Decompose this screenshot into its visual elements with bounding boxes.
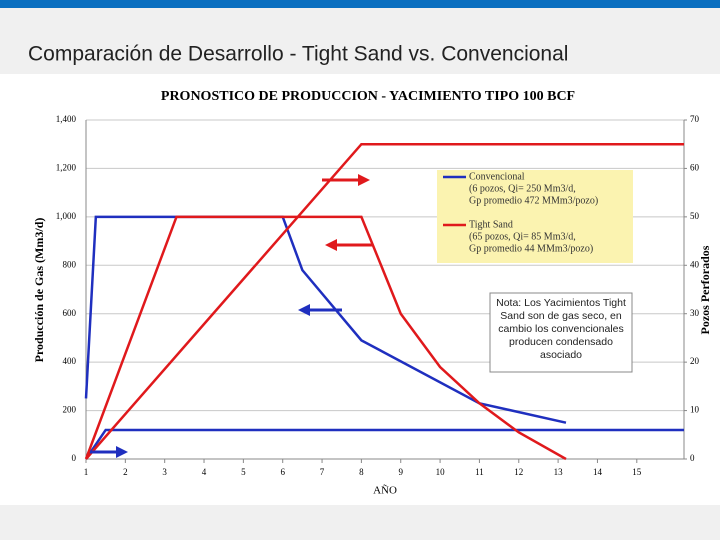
arrows [90,174,372,458]
y-tick-label: 800 [63,259,77,269]
x-tick-label: 5 [241,467,246,477]
x-tick-label: 8 [359,467,364,477]
chart-title: PRONOSTICO DE PRODUCCION - YACIMIENTO TI… [161,89,575,104]
series-line [84,428,684,460]
x-axis-label: AÑO [373,485,397,497]
top-bar [0,0,720,8]
y2-tick-label: 10 [690,405,700,415]
legend-detail: Gp promedio 44 MMm3/pozo) [469,243,593,254]
y-tick-label: 1,000 [56,211,77,221]
note-wrap: Nota: Los Yacimientos Tight Sand son de … [496,297,626,361]
x-tick-label: 4 [202,467,207,477]
legend-label: Convencional [469,171,525,182]
x-tick-label: 12 [514,467,523,477]
arrow-head [298,304,310,316]
slide-title: Comparación de Desarrollo - Tight Sand v… [28,43,568,66]
y2-tick-label: 0 [690,453,695,463]
x-tick-label: 10 [436,467,446,477]
x-tick-label: 2 [123,467,128,477]
y-tick-label: 600 [63,308,77,318]
y2-axis-label: Pozos Perforados [698,245,712,334]
legend-detail: (65 pozos, Qi= 85 Mm3/d, [469,231,576,242]
legend-detail: Gp promedio 472 MMm3/pozo) [469,195,598,206]
header-band [0,8,720,74]
series-line [85,142,684,460]
y-tick-label: 1,400 [56,114,77,124]
legend: Convencional(6 pozos, Qi= 250 Mm3/d,Gp p… [443,171,598,254]
y-axis-label: Producción de Gas (Mm3/d) [32,218,46,363]
y-tick-label: 0 [72,453,77,463]
y-tick-label: 1,200 [56,162,77,172]
y-tick-label: 200 [63,405,77,415]
x-tick-label: 15 [632,467,642,477]
x-tick-label: 3 [162,467,167,477]
plot: 0 200 400 600 800 1,000 1,200 1,400 0 10 20 30 40 50 6… [56,114,700,477]
x-tick-label: 9 [398,467,403,477]
x-tick-label: 7 [320,467,325,477]
x-tick-label: 14 [593,467,603,477]
y2-tick-label: 30 [690,308,700,318]
x-tick-label: 13 [554,467,564,477]
y-tick-label: 400 [63,356,77,366]
x-tick-label: 1 [84,467,89,477]
arrow-head [358,174,370,186]
arrow-head [116,446,128,458]
y2-tick-label: 60 [690,162,700,172]
arrow-head [325,239,337,251]
legend-label: Tight Sand [469,219,513,230]
series-line [84,215,567,461]
y2-tick-label: 20 [690,356,700,366]
x-tick-label: 11 [475,467,484,477]
y2-tick-label: 70 [690,114,700,124]
legend-box [437,170,633,263]
x-tick-label: 6 [280,467,285,477]
note: Nota: Los Yacimientos Tight Sand son de … [496,297,626,361]
legend-detail: (6 pozos, Qi= 250 Mm3/d, [469,183,576,194]
y2-tick-label: 40 [690,259,700,269]
y2-tick-label: 50 [690,211,700,221]
note-box [489,292,633,373]
footer-band [0,505,720,540]
